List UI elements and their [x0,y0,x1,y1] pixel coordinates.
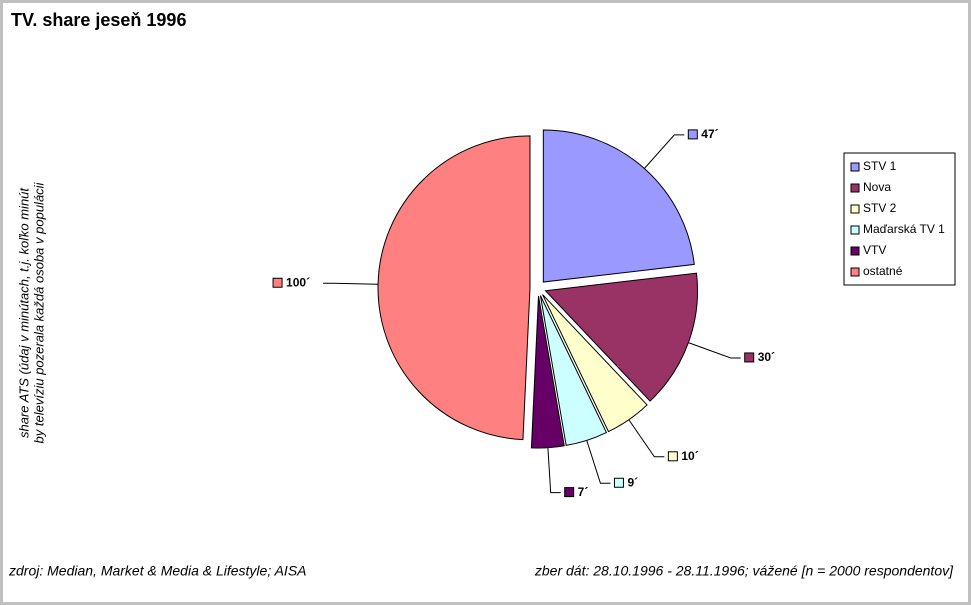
leader-line [323,282,379,285]
chart-title: TV. share jeseň 1996 [11,10,186,30]
data-label: 9´ [627,475,638,489]
y-label-line: by televíziu pozerala každá osoba v popu… [31,181,46,443]
pie-slice [544,272,698,402]
data-label: 30´ [758,350,775,364]
legend-label: VTV [863,243,886,257]
legend-label: STV 2 [863,201,897,215]
pie-slice [542,129,695,283]
data-note: zber dát: 28.10.1996 - 28.11.1996; vážen… [534,563,954,579]
label-swatch [744,352,755,363]
y-label-line: share ATS (údaj v minútach, t.j. koľko m… [16,187,31,438]
label-swatch [613,477,624,488]
legend-swatch [850,246,860,256]
chart: TV. share jeseň 1996 share ATS (údaj v m… [8,10,956,579]
legend-swatch [850,162,860,172]
legend-swatch [850,183,860,193]
leader-line [688,342,741,359]
legend-swatch [850,225,860,235]
leader-line [628,419,665,458]
label-swatch [272,277,283,288]
label-swatch [667,451,678,462]
data-label: 7´ [578,485,589,499]
label-swatch [564,487,575,498]
legend-label: ostatné [863,264,903,278]
legend-label: Nova [863,180,891,194]
data-label: 10´ [681,449,698,463]
leader-line [644,134,685,169]
legend-swatch [850,204,860,214]
pie-slice [542,294,648,433]
leader-line [547,447,561,494]
pie-slice [539,295,608,447]
y-label: share ATS (údaj v minútach, t.j. koľko m… [16,181,46,443]
legend-label: STV 1 [863,159,897,173]
leader-line [586,440,611,484]
source-note: zdroj: Median, Market & Media & Lifestyl… [8,563,307,579]
legend-swatch [850,267,860,277]
data-label: 100´ [286,275,310,289]
pie-slice [377,135,531,441]
data-label: 47´ [701,127,718,141]
legend-label: Maďarská TV 1 [863,222,945,236]
legend-box [843,152,956,286]
label-swatch [687,129,698,140]
